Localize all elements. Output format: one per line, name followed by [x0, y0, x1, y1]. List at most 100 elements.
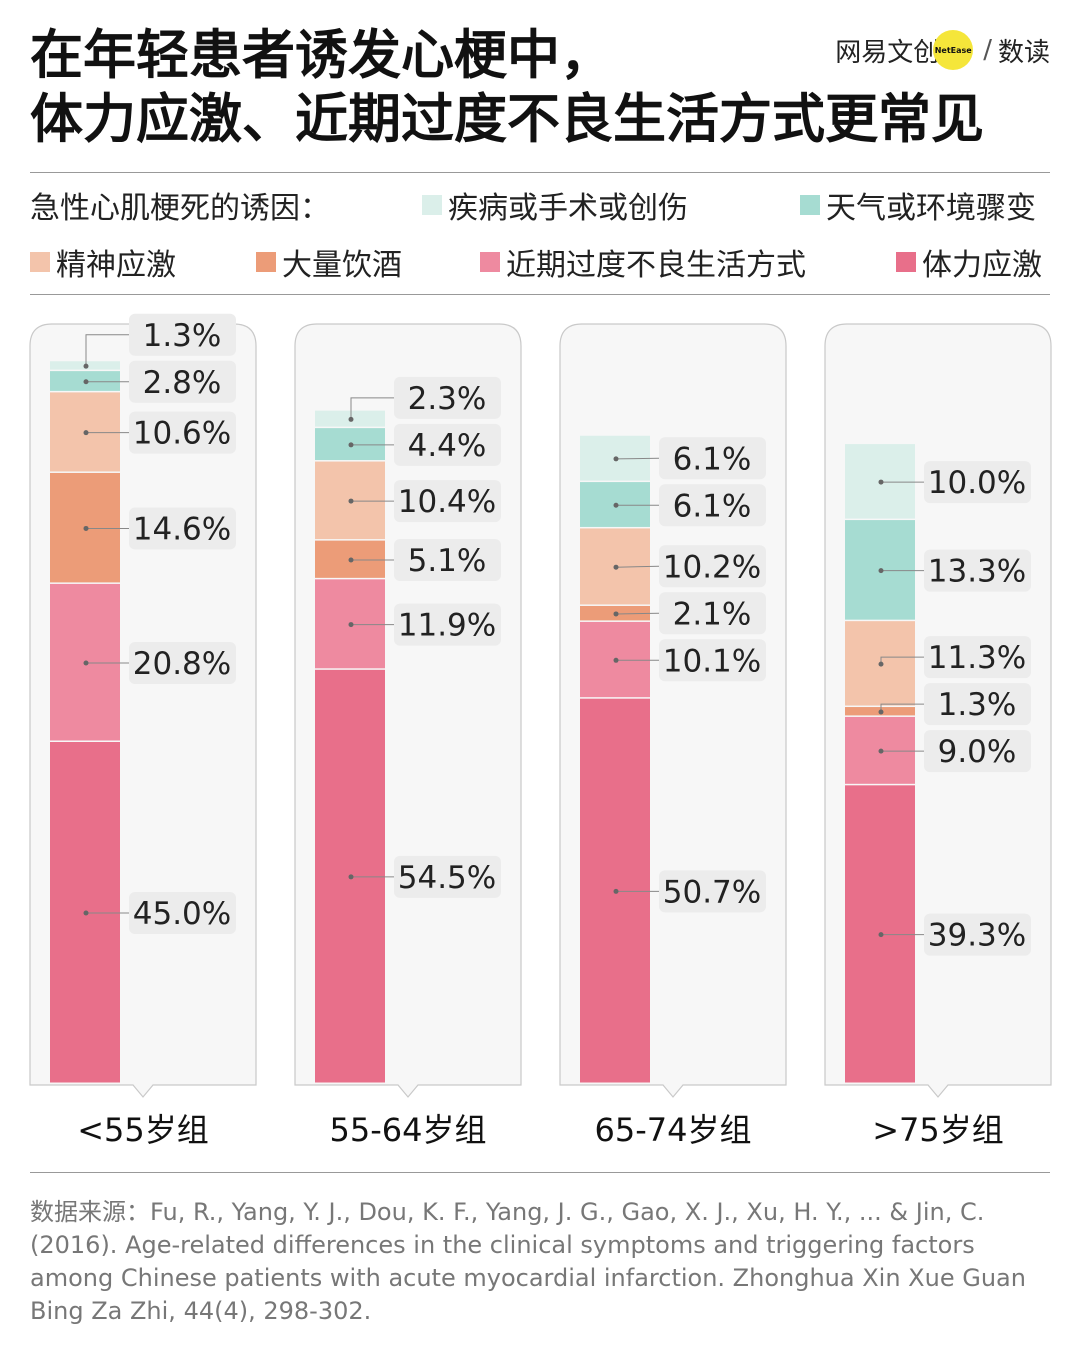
data-label: 2.3% — [408, 381, 487, 417]
label-dot — [348, 416, 354, 422]
legend-item-weather: 天气或环境骤变 — [800, 183, 1036, 227]
data-label: 10.6% — [133, 416, 231, 452]
label-dot — [613, 611, 619, 617]
data-label: 14.6% — [133, 511, 231, 547]
legend-swatch — [256, 252, 276, 272]
page-title: 在年轻患者诱发心梗中， 体力应激、近期过度不良生活方式更常见 — [30, 24, 984, 152]
legend-swatch — [896, 252, 916, 272]
legend-swatch — [422, 195, 442, 215]
label-box — [659, 639, 766, 682]
label-box — [659, 437, 766, 480]
category-label: 65-74岁组 — [595, 1111, 752, 1149]
label-dot — [613, 564, 619, 570]
label-box — [394, 376, 501, 419]
divider-legend — [30, 294, 1050, 295]
legend-label: 天气或环境骤变 — [826, 191, 1036, 226]
legend-label: 精神应激 — [56, 248, 176, 283]
label-dot — [878, 661, 884, 667]
label-box — [129, 411, 236, 454]
data-label: 11.9% — [398, 608, 496, 644]
legend-swatch — [480, 252, 500, 272]
label-box — [659, 592, 766, 635]
legend-label: 近期过度不良生活方式 — [506, 248, 806, 283]
divider-top — [30, 172, 1050, 173]
legend-swatch — [800, 195, 820, 215]
data-label: 10.4% — [398, 484, 496, 520]
label-connector — [615, 565, 660, 568]
label-box — [659, 545, 766, 588]
data-label: 4.4% — [408, 428, 487, 464]
age-group-3: 39.3% 9.0% 1.3% 11.3% 13.3% 10.0% >75岁组 — [824, 323, 1052, 1149]
label-connector — [85, 334, 129, 367]
label-box — [924, 636, 1031, 679]
legend-item-disease: 疾病或手术或创伤 — [422, 183, 688, 227]
data-label: 6.1% — [673, 441, 752, 477]
data-label: 11.3% — [928, 640, 1026, 676]
label-connector — [615, 612, 660, 615]
age-group-2: 50.7% 10.1% 2.1% 10.2% 6.1% 6.1% 65-74岁组 — [559, 323, 787, 1149]
category-label: >75岁组 — [872, 1111, 1004, 1149]
label-box — [129, 507, 236, 550]
legend-label: 大量饮酒 — [282, 248, 402, 283]
divider-bottom — [30, 1172, 1050, 1173]
data-label: 10.1% — [663, 643, 761, 679]
label-box — [659, 870, 766, 913]
label-dot — [878, 479, 884, 485]
label-connector — [880, 703, 924, 712]
title-line-1: 在年轻患者诱发心梗中， — [30, 25, 613, 86]
label-box — [394, 423, 501, 466]
label-dot — [83, 910, 89, 916]
data-label: 5.1% — [408, 543, 487, 579]
brand-section: 数读 — [997, 37, 1050, 68]
label-dot — [878, 709, 884, 715]
title-line-2: 体力应激、近期过度不良生活方式更常见 — [30, 89, 984, 150]
data-source: 数据来源：Fu, R., Yang, Y. J., Dou, K. F., Ya… — [30, 1198, 1026, 1325]
label-dot — [878, 748, 884, 754]
label-box — [924, 461, 1031, 504]
label-box — [129, 641, 236, 684]
data-label: 10.2% — [663, 549, 761, 585]
legend-label: 疾病或手术或创伤 — [448, 191, 688, 226]
label-box — [394, 480, 501, 523]
data-label: 9.0% — [938, 734, 1017, 770]
legend-label: 体力应激 — [922, 248, 1042, 283]
data-label: 1.3% — [938, 687, 1017, 723]
label-dot — [613, 888, 619, 894]
data-label: 45.0% — [133, 896, 231, 932]
data-label: 54.5% — [398, 860, 496, 896]
label-dot — [348, 498, 354, 504]
legend-title: 急性心肌梗死的诱因： — [30, 191, 330, 226]
label-dot — [83, 430, 89, 436]
legend-item-physical: 体力应激 — [896, 240, 1042, 284]
legend-item-alcohol: 大量饮酒 — [256, 240, 402, 284]
label-dot — [613, 456, 619, 462]
data-label: 39.3% — [928, 918, 1026, 954]
stacked-bar-chart: 45.0% 20.8% 14.6% 10.6% 2.8% 1.3% <55岁组 54.5% 11… — [29, 313, 1052, 1149]
data-label: 10.0% — [928, 465, 1026, 501]
data-label: 2.1% — [673, 596, 752, 632]
label-box — [924, 913, 1031, 956]
label-box — [129, 892, 236, 934]
legend-item-mental: 精神应激 — [30, 240, 176, 284]
label-box — [924, 730, 1031, 773]
label-dot — [613, 502, 619, 508]
label-dot — [83, 660, 89, 666]
label-dot — [348, 442, 354, 448]
label-dot — [83, 379, 89, 385]
legend-swatch — [30, 252, 50, 272]
data-label: 13.3% — [928, 554, 1026, 590]
label-box — [924, 683, 1031, 726]
brand-name: 网易文创 — [835, 37, 940, 68]
data-label: 20.8% — [133, 646, 231, 682]
label-connector — [350, 397, 394, 420]
data-label: 50.7% — [663, 874, 761, 910]
label-box — [129, 313, 236, 356]
category-label: 55-64岁组 — [330, 1111, 487, 1149]
label-dot — [348, 557, 354, 563]
label-box — [659, 484, 766, 527]
age-group-0: 45.0% 20.8% 14.6% 10.6% 2.8% 1.3% <55岁组 — [29, 313, 257, 1149]
label-dot — [613, 657, 619, 663]
label-dot — [878, 568, 884, 574]
brand-badge: NetEase — [933, 30, 974, 70]
label-box — [394, 538, 501, 581]
